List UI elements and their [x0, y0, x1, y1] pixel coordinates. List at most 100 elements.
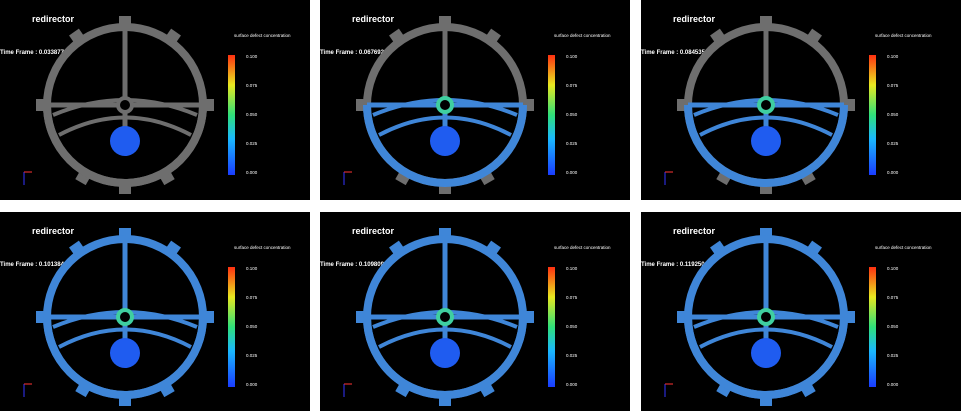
panel: redirector Time Frame : 0.109809 surface d… [320, 212, 630, 411]
colorbar [228, 267, 235, 387]
colorbar-tick-label: 0.050 [246, 324, 258, 329]
colorbar [869, 55, 876, 175]
wheel-tab [806, 240, 822, 256]
colorbar-label: surface defect concentration [234, 245, 291, 250]
colorbar-tick-label: 0.100 [887, 266, 899, 271]
wheel-hub [757, 96, 775, 114]
colorbar-label: surface defect concentration [554, 33, 611, 38]
wheel-tab [760, 184, 772, 194]
wheel-boss [751, 126, 781, 156]
time-frame: Time Frame : 0.084535 [641, 50, 706, 56]
wheel-tab [439, 228, 451, 238]
wheel-hub [116, 96, 134, 114]
wheel-lower-ring [363, 104, 527, 187]
wheel-boss [110, 338, 140, 368]
wheel-tab [439, 184, 451, 194]
colorbar [548, 267, 555, 387]
wheel-hub [436, 96, 454, 114]
time-frame: Time Frame : 0.067692 [320, 50, 385, 56]
wheel-boss [110, 126, 140, 156]
colorbar-tick-label: 0.000 [566, 170, 578, 175]
panel-title: redirector [673, 226, 716, 236]
wheel-tab [716, 170, 732, 186]
wheel-tab [800, 170, 816, 186]
colorbar-label: surface defect concentration [875, 33, 932, 38]
wheel-hub [436, 308, 454, 326]
wheel-tab [806, 28, 822, 44]
wheel-boss [751, 338, 781, 368]
colorbar-tick-label: 0.050 [246, 112, 258, 117]
panel: redirector Time Frame : 0.101384 surface d… [0, 212, 310, 411]
wheel-lower-ring [43, 104, 207, 187]
wheel-tab [165, 240, 181, 256]
wheel-tab [760, 396, 772, 406]
colorbar-tick-label: 0.025 [246, 353, 258, 358]
wheel-tab [69, 240, 85, 256]
colorbar [869, 267, 876, 387]
colorbar-tick-label: 0.025 [887, 353, 899, 358]
wheel-tab [165, 28, 181, 44]
wheel-tab [119, 396, 131, 406]
colorbar-tick-label: 0.100 [566, 54, 578, 59]
panel-title: redirector [32, 226, 75, 236]
wheel-boss [430, 126, 460, 156]
colorbar-tick-label: 0.050 [566, 324, 578, 329]
wheel-tab [479, 170, 495, 186]
time-frame: Time Frame : 0.101384 [0, 262, 65, 268]
colorbar [548, 55, 555, 175]
wheel-tab [439, 16, 451, 26]
colorbar-tick-label: 0.075 [566, 83, 578, 88]
colorbar-tick-label: 0.100 [887, 54, 899, 59]
wheel-boss [430, 338, 460, 368]
wheel-tab [69, 28, 85, 44]
panel: redirector Time Frame : 0.119250 surface d… [641, 212, 961, 411]
wheel-hub [116, 308, 134, 326]
wheel-tab [760, 16, 772, 26]
wheel-tab [479, 382, 495, 398]
colorbar [228, 55, 235, 175]
colorbar-tick-label: 0.100 [246, 54, 258, 59]
wheel-tab [485, 28, 501, 44]
time-frame: Time Frame : 0.119250 [641, 262, 705, 268]
wheel-hub [757, 308, 775, 326]
colorbar-tick-label: 0.050 [566, 112, 578, 117]
wheel-tab [389, 240, 405, 256]
wheel-tab [485, 240, 501, 256]
panel-title: redirector [352, 226, 395, 236]
wheel-lower-ring [684, 316, 848, 399]
colorbar-tick-label: 0.075 [246, 83, 258, 88]
panel: redirector Time Frame : 0.033877 surface d… [0, 0, 310, 200]
colorbar-tick-label: 0.000 [887, 382, 899, 387]
wheel-tab [800, 382, 816, 398]
panel: redirector Time Frame : 0.067692 surface d… [320, 0, 630, 200]
colorbar-tick-label: 0.025 [887, 141, 899, 146]
colorbar-tick-label: 0.000 [887, 170, 899, 175]
wheel-tab [760, 228, 772, 238]
colorbar-tick-label: 0.075 [566, 295, 578, 300]
colorbar-tick-label: 0.025 [566, 141, 578, 146]
wheel-lower-ring [684, 104, 848, 187]
wheel-tab [710, 240, 726, 256]
time-frame: Time Frame : 0.033877 [0, 50, 65, 56]
colorbar-label: surface defect concentration [554, 245, 611, 250]
wheel-tab [75, 170, 91, 186]
colorbar-tick-label: 0.100 [566, 266, 578, 271]
wheel-tab [159, 382, 175, 398]
wheel-tab [119, 184, 131, 194]
wheel-tab [439, 396, 451, 406]
colorbar-tick-label: 0.000 [566, 382, 578, 387]
wheel-tab [159, 170, 175, 186]
colorbar-tick-label: 0.025 [566, 353, 578, 358]
wheel-tab [119, 16, 131, 26]
wheel-lower-ring [363, 316, 527, 399]
wheel-tab [710, 28, 726, 44]
wheel-lower-ring [43, 316, 207, 399]
wheel-tab [75, 382, 91, 398]
colorbar-tick-label: 0.050 [887, 112, 899, 117]
colorbar-tick-label: 0.000 [246, 170, 258, 175]
wheel-tab [395, 170, 411, 186]
wheel-tab [119, 228, 131, 238]
wheel-tab [395, 382, 411, 398]
colorbar-tick-label: 0.075 [246, 295, 258, 300]
